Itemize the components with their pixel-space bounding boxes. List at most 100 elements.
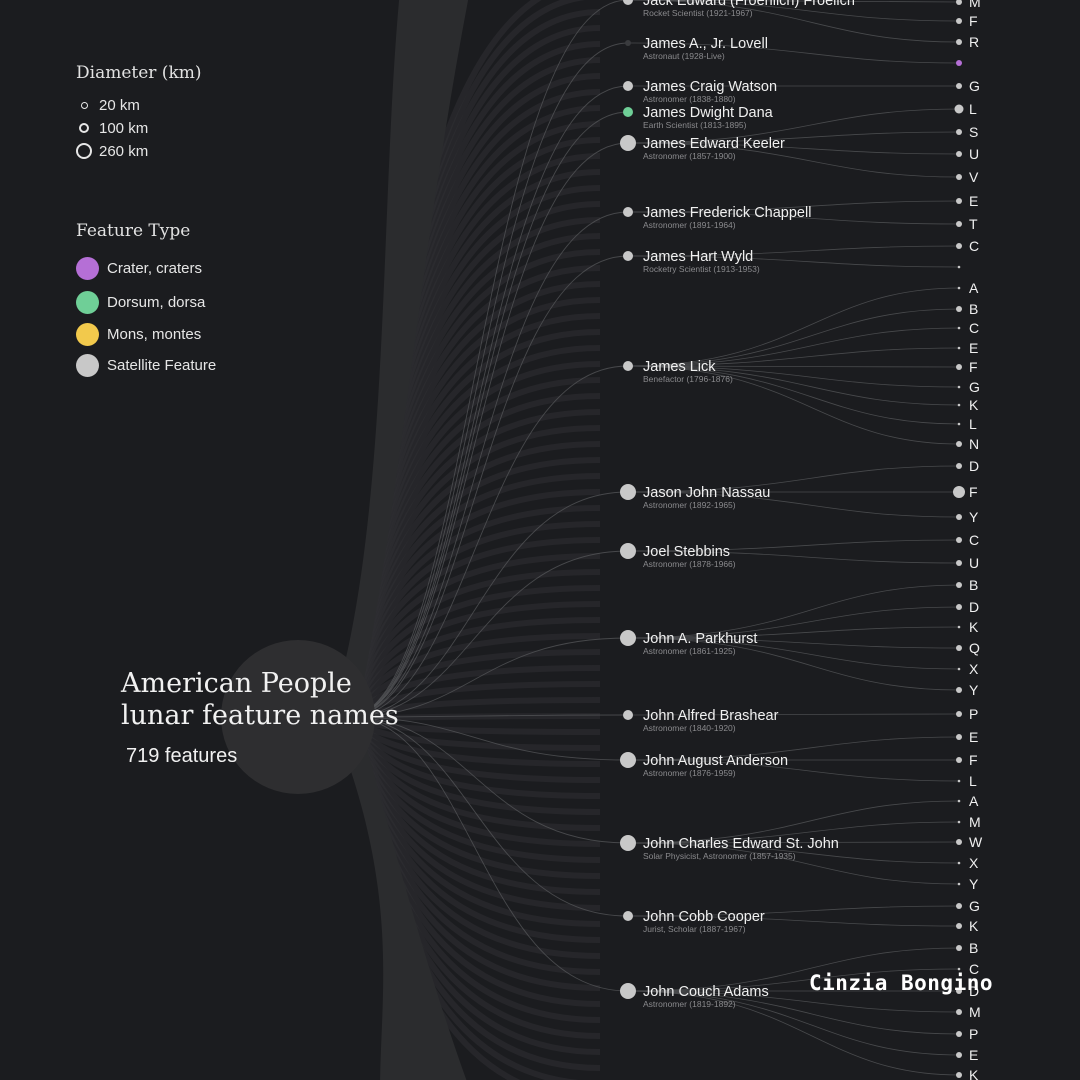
feature-node[interactable]: M bbox=[957, 814, 981, 830]
feature-node[interactable]: X bbox=[957, 855, 979, 871]
feature-letter: F bbox=[969, 13, 978, 29]
feature-node[interactable]: F bbox=[956, 752, 978, 768]
feature-edge bbox=[627, 990, 960, 1076]
feature-node[interactable]: S bbox=[956, 124, 978, 140]
feature-dot bbox=[957, 385, 961, 389]
feature-letter: D bbox=[969, 599, 979, 615]
person-edge bbox=[347, 491, 629, 718]
feature-node[interactable]: K bbox=[956, 918, 979, 934]
feature-node[interactable]: C bbox=[956, 532, 979, 548]
feature-node[interactable]: K bbox=[957, 619, 979, 635]
feature-node[interactable]: T bbox=[956, 216, 978, 232]
person-role: Astronomer (1891-1964) bbox=[643, 220, 736, 230]
diameter-label: 20 km bbox=[99, 96, 140, 114]
feature-node[interactable]: G bbox=[957, 379, 980, 395]
feature-letter: U bbox=[969, 146, 979, 162]
feature-node[interactable]: L bbox=[954, 101, 978, 117]
person-edge bbox=[347, 365, 629, 718]
diameter-legend-item: 20 km bbox=[76, 95, 140, 115]
feature-node[interactable]: X bbox=[957, 661, 979, 677]
feature-dot bbox=[957, 286, 961, 290]
feature-letter: Q bbox=[969, 640, 980, 656]
feature-letter: R bbox=[969, 34, 979, 50]
person-edge bbox=[347, 716, 629, 761]
feature-node[interactable]: B bbox=[956, 940, 978, 956]
feature-node[interactable]: V bbox=[956, 169, 979, 185]
feature-node[interactable]: Y bbox=[956, 509, 979, 525]
person-dot bbox=[623, 0, 633, 5]
feature-node[interactable]: L bbox=[957, 773, 977, 789]
feature-node[interactable]: M bbox=[956, 0, 981, 10]
feature-dot bbox=[956, 60, 962, 66]
feature-node[interactable]: F bbox=[953, 484, 978, 500]
author-signature: Cinzia Bongino bbox=[809, 971, 994, 995]
feature-dot bbox=[956, 1031, 962, 1037]
feature-node[interactable]: P bbox=[956, 706, 978, 722]
feature-node[interactable]: E bbox=[956, 1047, 978, 1063]
feature-node[interactable]: L bbox=[957, 416, 977, 432]
crater-color-swatch bbox=[76, 256, 99, 280]
feature-node[interactable]: G bbox=[956, 78, 980, 94]
feature-node[interactable]: E bbox=[956, 193, 978, 209]
feature-node[interactable]: P bbox=[956, 1026, 978, 1042]
feature-node[interactable]: F bbox=[956, 359, 978, 375]
feature-node[interactable]: E bbox=[957, 340, 979, 356]
feature-letter: C bbox=[969, 961, 979, 977]
feature-node[interactable]: B bbox=[956, 301, 978, 317]
feature-node[interactable]: U bbox=[956, 555, 979, 571]
person-name: James Frederick Chappell bbox=[643, 205, 811, 221]
diameter-label: 260 km bbox=[99, 142, 149, 160]
feature-node[interactable]: U bbox=[956, 146, 979, 162]
feature-node[interactable]: B bbox=[956, 577, 978, 593]
person-name: Joel Stebbins bbox=[643, 544, 730, 560]
diameter-label: 100 km bbox=[99, 119, 149, 137]
feature-node[interactable]: C bbox=[957, 320, 979, 336]
diameter-circle-icon bbox=[79, 123, 89, 133]
feature-node[interactable]: W bbox=[956, 834, 983, 850]
feature-node[interactable]: E bbox=[956, 729, 978, 745]
feature-dot bbox=[956, 988, 962, 994]
feature-node[interactable]: G bbox=[956, 898, 980, 914]
feature-node[interactable]: Y bbox=[956, 682, 979, 698]
feature-node[interactable]: K bbox=[956, 1067, 979, 1080]
feature-edge bbox=[627, 287, 960, 367]
feature-node[interactable] bbox=[957, 265, 961, 269]
feature-node[interactable]: M bbox=[956, 1004, 981, 1020]
feature-node[interactable]: C bbox=[957, 961, 979, 977]
feature-node[interactable]: C bbox=[956, 238, 979, 254]
feature-dot bbox=[956, 1072, 962, 1078]
feature-node[interactable]: D bbox=[956, 983, 979, 999]
feature-nodes: MFRGLSUVETCABCEFGKLNDFYCUBDKQXYPEFLAMWXY… bbox=[953, 0, 983, 1080]
feature-node[interactable]: K bbox=[957, 397, 979, 413]
feature-dot bbox=[957, 326, 961, 330]
feature-node[interactable]: R bbox=[956, 34, 979, 50]
person-name: John A. Parkhurst bbox=[643, 631, 757, 647]
feature-node[interactable]: F bbox=[956, 13, 978, 29]
person-role: Astronomer (1861-1925) bbox=[643, 646, 736, 656]
feature-node[interactable]: D bbox=[956, 458, 979, 474]
feature-node[interactable]: Y bbox=[957, 876, 979, 892]
feature-node[interactable]: A bbox=[957, 793, 979, 809]
feature-node[interactable]: D bbox=[956, 599, 979, 615]
feature-node[interactable] bbox=[956, 60, 962, 66]
feature-node[interactable]: Q bbox=[956, 640, 980, 656]
feature-node[interactable]: A bbox=[957, 280, 979, 296]
feature-node[interactable]: N bbox=[956, 436, 979, 452]
